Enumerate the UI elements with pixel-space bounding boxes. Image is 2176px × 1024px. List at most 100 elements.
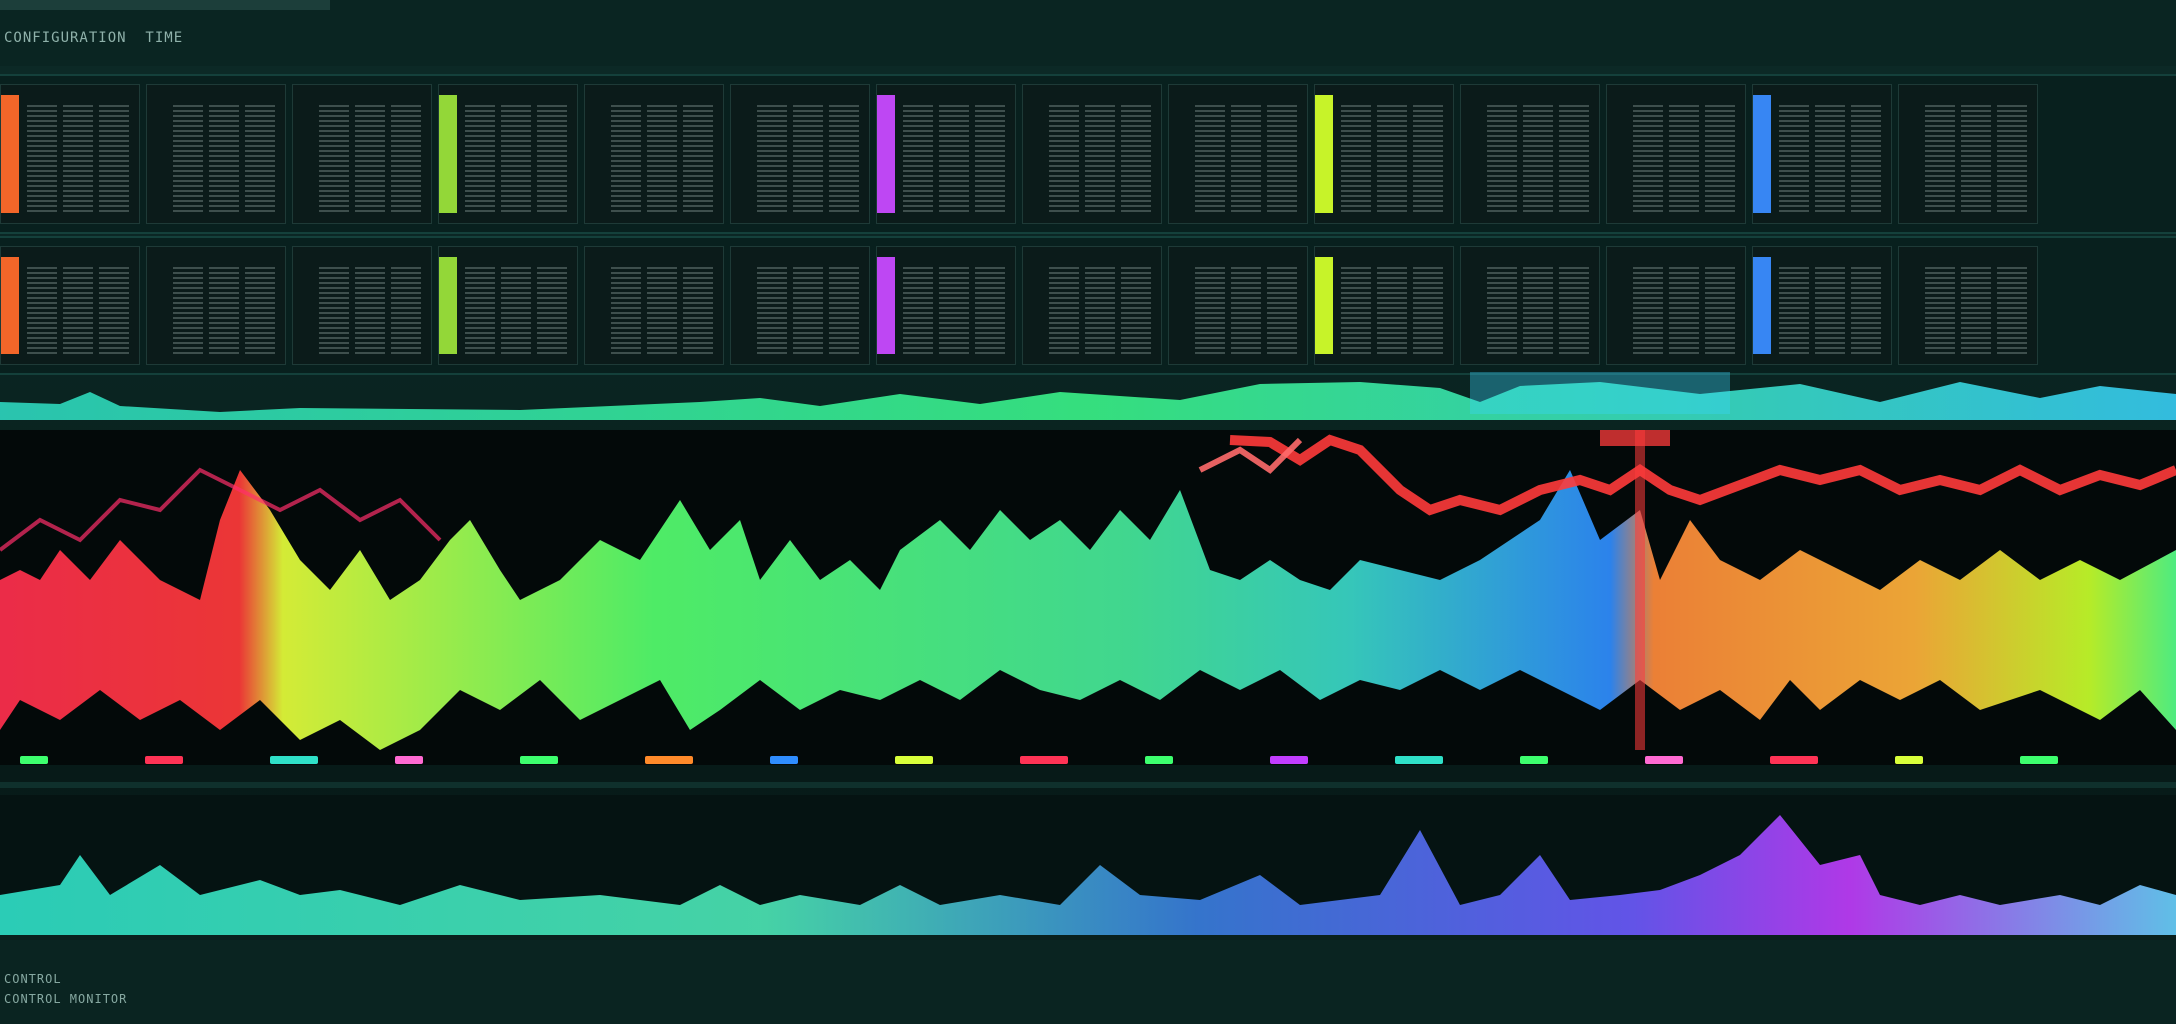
panel-text-column xyxy=(99,267,129,356)
panel-text-column xyxy=(1377,105,1407,215)
channel-markers xyxy=(0,750,2176,774)
panel-color-strip xyxy=(877,95,895,213)
panel-text-column xyxy=(975,105,1005,215)
data-panel[interactable] xyxy=(0,84,140,224)
panel-text-column xyxy=(319,105,349,215)
main-spectrum-chart[interactable] xyxy=(0,430,2176,765)
panel-text-column xyxy=(537,105,567,215)
panel-text-column xyxy=(391,267,421,356)
data-panel[interactable] xyxy=(1168,246,1308,365)
panel-text-column xyxy=(1633,267,1663,356)
panel-text-column xyxy=(1377,267,1407,356)
data-panel[interactable] xyxy=(1168,84,1308,224)
panel-color-strip xyxy=(1,95,19,213)
channel-marker xyxy=(770,756,798,764)
panel-text-column xyxy=(975,267,1005,356)
channel-marker xyxy=(1395,756,1443,764)
panel-text-column xyxy=(1121,267,1151,356)
overview-waveform[interactable] xyxy=(0,372,2176,422)
panel-color-strip xyxy=(1315,95,1333,213)
panel-text-column xyxy=(793,267,823,356)
history-waveform[interactable] xyxy=(0,795,2176,935)
data-panel[interactable] xyxy=(0,246,140,365)
panel-text-column xyxy=(1413,105,1443,215)
data-panel[interactable] xyxy=(730,84,870,224)
panel-text-column xyxy=(465,267,495,356)
panel-text-column xyxy=(99,105,129,215)
data-panel[interactable] xyxy=(730,246,870,365)
channel-marker xyxy=(1145,756,1173,764)
panel-text-column xyxy=(1815,105,1845,215)
panel-text-column xyxy=(1341,267,1371,356)
panel-text-column xyxy=(1669,105,1699,215)
channel-marker xyxy=(2020,756,2058,764)
panel-text-column xyxy=(1559,267,1589,356)
panel-text-column xyxy=(1815,267,1845,356)
channel-marker xyxy=(395,756,423,764)
panel-text-column xyxy=(1413,267,1443,356)
data-panel[interactable] xyxy=(584,84,724,224)
panel-text-column xyxy=(1267,105,1297,215)
panel-text-column xyxy=(355,105,385,215)
data-panel[interactable] xyxy=(1606,84,1746,224)
panel-row-top xyxy=(0,74,2176,234)
data-panel[interactable] xyxy=(438,246,578,365)
panel-text-column xyxy=(1121,105,1151,215)
channel-marker xyxy=(895,756,933,764)
panel-text-column xyxy=(1523,267,1553,356)
title-bar: CONFIGURATION TIME xyxy=(0,0,2176,66)
data-panel[interactable] xyxy=(146,246,286,365)
channel-marker xyxy=(1645,756,1683,764)
channel-marker xyxy=(645,756,693,764)
data-panel[interactable] xyxy=(1314,246,1454,365)
data-panel[interactable] xyxy=(292,246,432,365)
data-panel[interactable] xyxy=(1314,84,1454,224)
footer-label-1: CONTROL xyxy=(4,972,62,986)
panel-row-bottom xyxy=(0,236,2176,375)
data-panel[interactable] xyxy=(876,84,1016,224)
panel-text-column xyxy=(1779,105,1809,215)
panel-text-column xyxy=(319,267,349,356)
data-panel[interactable] xyxy=(1752,246,1892,365)
panel-text-column xyxy=(1049,267,1079,356)
data-panel[interactable] xyxy=(1606,246,1746,365)
data-panel[interactable] xyxy=(1898,84,2038,224)
data-panel[interactable] xyxy=(1460,84,1600,224)
panel-text-column xyxy=(1633,105,1663,215)
panel-text-column xyxy=(757,267,787,356)
data-panel[interactable] xyxy=(292,84,432,224)
panel-text-column xyxy=(245,105,275,215)
panel-text-column xyxy=(173,105,203,215)
panel-text-column xyxy=(647,105,677,215)
data-panel[interactable] xyxy=(1460,246,1600,365)
data-panel[interactable] xyxy=(438,84,578,224)
data-panel[interactable] xyxy=(1022,84,1162,224)
panel-text-column xyxy=(465,105,495,215)
panel-text-column xyxy=(1851,105,1881,215)
panel-text-column xyxy=(793,105,823,215)
data-panel[interactable] xyxy=(1898,246,2038,365)
panel-text-column xyxy=(683,105,713,215)
channel-marker xyxy=(1520,756,1548,764)
data-panel[interactable] xyxy=(146,84,286,224)
data-panel[interactable] xyxy=(1022,246,1162,365)
channel-marker xyxy=(145,756,183,764)
panel-text-column xyxy=(1487,105,1517,215)
panel-text-column xyxy=(939,105,969,215)
data-panel[interactable] xyxy=(584,246,724,365)
panel-color-strip xyxy=(1753,95,1771,213)
data-panel[interactable] xyxy=(1752,84,1892,224)
panel-text-column xyxy=(209,267,239,356)
title-bar-accent xyxy=(0,0,330,10)
panel-color-strip xyxy=(1753,257,1771,354)
window-title: CONFIGURATION TIME xyxy=(4,30,184,46)
panel-color-strip xyxy=(877,257,895,354)
data-panel[interactable] xyxy=(876,246,1016,365)
panel-text-column xyxy=(1231,267,1261,356)
panel-text-column xyxy=(501,105,531,215)
panel-color-strip xyxy=(1,257,19,354)
panel-text-column xyxy=(903,267,933,356)
panel-text-column xyxy=(1925,267,1955,356)
panel-text-column xyxy=(27,267,57,356)
panel-text-column xyxy=(1851,267,1881,356)
